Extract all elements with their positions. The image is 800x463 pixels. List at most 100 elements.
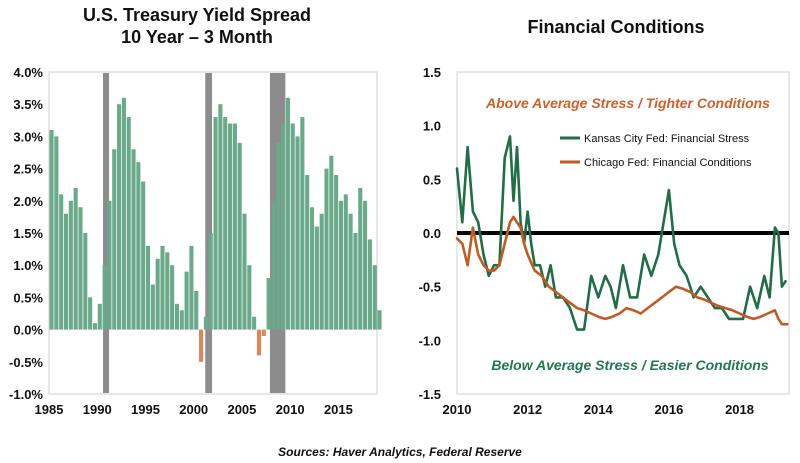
yield-spread-chart: U.S. Treasury Yield Spread 10 Year – 3 M… [9, 5, 382, 417]
x-tick-label: 2016 [654, 402, 683, 417]
recession-band [205, 73, 213, 393]
chicago-conditions-line [455, 215, 789, 326]
spread-bar [92, 323, 98, 330]
spread-bar [218, 104, 223, 330]
spread-bar [170, 265, 175, 330]
spread-bar [179, 310, 184, 330]
spread-bar [261, 329, 266, 337]
spread-bar [300, 117, 305, 330]
y-tick-label: -0.5% [9, 355, 43, 370]
spread-bar [334, 175, 339, 330]
x-tick-label: 2012 [513, 402, 542, 417]
spread-bar [184, 271, 189, 330]
x-tick-label: 1985 [35, 402, 64, 417]
spread-bar [136, 162, 141, 330]
y-tick-label: 2.5% [13, 162, 43, 177]
y-tick-label: 0.5% [13, 290, 43, 305]
y-tick-label: 0.5 [423, 172, 441, 187]
spread-bar [338, 200, 344, 330]
recession-band [103, 73, 110, 393]
legend: Kansas City Fed: Financial Stress Chicag… [560, 133, 752, 169]
yield-spread-title: U.S. Treasury Yield Spread [83, 5, 311, 25]
spread-bar [358, 187, 363, 330]
spread-bar [309, 207, 315, 330]
financial-conditions-chart: Financial Conditions -1.5 -1.0 -0.5 0.0 0.5 1… [419, 17, 790, 417]
spread-bar [242, 213, 247, 330]
spread-bar [276, 142, 281, 330]
y-tick-label: 3.5% [13, 97, 43, 112]
spread-bar [348, 213, 353, 330]
spread-bar [367, 239, 372, 330]
y-tick-label: 3.0% [13, 129, 43, 144]
x-tick-label: 2015 [324, 402, 353, 417]
y-tick-label: -1.5 [419, 387, 441, 402]
spread-bar [285, 97, 290, 330]
financial-conditions-title: Financial Conditions [527, 17, 704, 37]
spread-bar [281, 123, 286, 330]
spread-bar [343, 194, 348, 330]
y-tick-label: 1.0 [423, 119, 441, 134]
above-stress-annotation: Above Average Stress / Tighter Condition… [485, 95, 770, 111]
spread-bar [252, 316, 257, 330]
y-tick-label: 0.0% [13, 323, 43, 338]
spread-bar [54, 136, 59, 330]
x-tick-label: 2000 [179, 402, 208, 417]
spread-bar [324, 168, 329, 330]
x-tick-label: 2010 [443, 402, 472, 417]
spread-bar [165, 252, 170, 330]
spread-bar [126, 117, 131, 330]
spread-bar [295, 136, 300, 330]
spread-bar [49, 129, 54, 330]
spread-bar [305, 175, 310, 330]
y-tick-label: 1.5 [423, 65, 441, 80]
spread-bar [256, 329, 262, 356]
spread-bar [266, 278, 271, 330]
x-tick-label: 1990 [83, 402, 112, 417]
yield-spread-subtitle: 10 Year – 3 Month [121, 27, 273, 47]
spread-bar [223, 117, 228, 330]
spread-bar [199, 329, 204, 362]
spread-bar [194, 290, 199, 330]
legend-kansas-label: Kansas City Fed: Financial Stress [584, 133, 750, 145]
spread-bar [59, 194, 64, 330]
y-tick-label: 4.0% [13, 65, 43, 80]
spread-bar [131, 149, 136, 330]
spread-bar [227, 123, 233, 330]
spread-bar [290, 123, 295, 330]
below-stress-annotation: Below Average Stress / Easier Conditions [491, 357, 768, 373]
spread-bar [203, 316, 208, 330]
spread-bar [237, 142, 242, 330]
spread-bar [372, 265, 377, 330]
x-tick-label: 1995 [131, 402, 160, 417]
spread-bar [377, 310, 382, 330]
y-tick-label: -1.0% [9, 387, 43, 402]
y-tick-label: 0.0 [423, 226, 441, 241]
spread-bar [145, 245, 151, 330]
spread-bar [329, 155, 334, 330]
spread-bar [150, 284, 155, 330]
kansas-city-stress-line [455, 135, 787, 331]
spread-bar [314, 226, 319, 330]
spread-bar [160, 245, 165, 330]
y-tick-label: 1.0% [13, 258, 43, 273]
spread-bar [78, 207, 83, 330]
x-tick-label: 2014 [584, 402, 614, 417]
spread-bar [83, 233, 88, 330]
spread-bar [353, 233, 358, 330]
legend-chicago-label: Chicago Fed: Financial Conditions [584, 157, 752, 169]
y-tick-label: -1.0 [419, 333, 441, 348]
spread-bar [121, 97, 126, 330]
spread-bar [174, 303, 180, 330]
spread-bar [88, 297, 93, 330]
x-tick-label: 2018 [725, 402, 754, 417]
spread-bar [63, 213, 69, 330]
x-tick-label: 2010 [276, 402, 305, 417]
spread-bar [189, 245, 194, 330]
sources-footnote: Sources: Haver Analytics, Federal Reserv… [278, 445, 522, 459]
spread-bar [112, 149, 117, 330]
yield-spread-plot-frame [48, 71, 378, 395]
spread-bar [271, 200, 276, 330]
y-tick-label: -0.5 [419, 280, 441, 295]
spread-bar [232, 123, 237, 330]
